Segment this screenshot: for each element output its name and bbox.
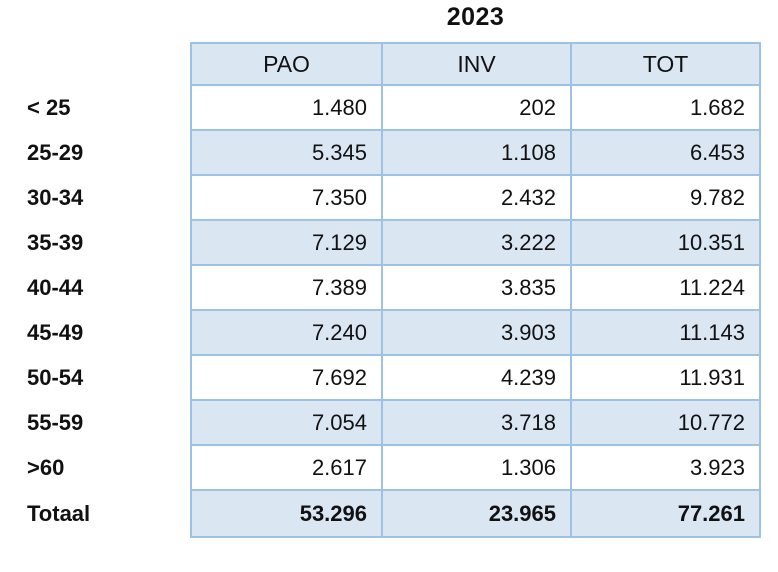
cell-tot: 11.224 xyxy=(570,264,761,311)
table-row: 30-34 7.350 2.432 9.782 xyxy=(0,174,761,221)
table-row: < 25 1.480 202 1.682 xyxy=(0,84,761,131)
row-label: 40-44 xyxy=(0,265,191,310)
row-label: 30-34 xyxy=(0,175,191,220)
cell-pao: 7.240 xyxy=(190,309,383,356)
cell-inv: 3.222 xyxy=(381,219,572,266)
row-label: >60 xyxy=(0,445,191,490)
cell-inv: 3.718 xyxy=(381,399,572,446)
cell-tot: 11.143 xyxy=(570,309,761,356)
cell-tot: 10.772 xyxy=(570,399,761,446)
cell-pao: 7.054 xyxy=(190,399,383,446)
cell-inv: 23.965 xyxy=(381,489,572,538)
cell-inv: 1.306 xyxy=(381,444,572,491)
cell-inv: 3.903 xyxy=(381,309,572,356)
column-header-tot: TOT xyxy=(570,42,761,86)
cell-pao: 7.692 xyxy=(190,354,383,401)
cell-pao: 7.350 xyxy=(190,174,383,221)
cell-inv: 2.432 xyxy=(381,174,572,221)
table-row: 45-49 7.240 3.903 11.143 xyxy=(0,309,761,356)
table-body: < 25 1.480 202 1.682 25-29 5.345 1.108 6.453 30-… xyxy=(0,84,761,538)
column-header-inv: INV xyxy=(381,42,572,86)
page-title: 2023 xyxy=(446,3,505,31)
cell-pao: 2.617 xyxy=(190,444,383,491)
row-label: < 25 xyxy=(0,85,191,130)
cell-tot: 10.351 xyxy=(570,219,761,266)
row-label: Totaal xyxy=(0,490,191,537)
table-row: 35-39 7.129 3.222 10.351 xyxy=(0,219,761,266)
age-distribution-table: PAO INV TOT < 25 1.480 202 1.682 25-29 5.345 1… xyxy=(0,42,761,538)
row-label: 25-29 xyxy=(0,130,191,175)
cell-tot: 9.782 xyxy=(570,174,761,221)
cell-pao: 1.480 xyxy=(190,84,383,131)
row-label: 55-59 xyxy=(0,400,191,445)
row-label: 45-49 xyxy=(0,310,191,355)
table-row: 40-44 7.389 3.835 11.224 xyxy=(0,264,761,311)
cell-pao: 53.296 xyxy=(190,489,383,538)
column-header-pao: PAO xyxy=(190,42,383,86)
header-empty-cell xyxy=(0,43,191,85)
cell-tot: 6.453 xyxy=(570,129,761,176)
cell-inv: 3.835 xyxy=(381,264,572,311)
cell-inv: 1.108 xyxy=(381,129,572,176)
cell-tot: 1.682 xyxy=(570,84,761,131)
cell-pao: 7.389 xyxy=(190,264,383,311)
cell-inv: 202 xyxy=(381,84,572,131)
cell-inv: 4.239 xyxy=(381,354,572,401)
row-label: 35-39 xyxy=(0,220,191,265)
table-row: 55-59 7.054 3.718 10.772 xyxy=(0,399,761,446)
table-row: 25-29 5.345 1.108 6.453 xyxy=(0,129,761,176)
cell-pao: 5.345 xyxy=(190,129,383,176)
cell-pao: 7.129 xyxy=(190,219,383,266)
table-row: >60 2.617 1.306 3.923 xyxy=(0,444,761,491)
row-label: 50-54 xyxy=(0,355,191,400)
total-row: Totaal 53.296 23.965 77.261 xyxy=(0,489,761,538)
cell-tot: 77.261 xyxy=(570,489,761,538)
cell-tot: 3.923 xyxy=(570,444,761,491)
cell-tot: 11.931 xyxy=(570,354,761,401)
header-row: PAO INV TOT xyxy=(0,42,761,86)
table-row: 50-54 7.692 4.239 11.931 xyxy=(0,354,761,401)
